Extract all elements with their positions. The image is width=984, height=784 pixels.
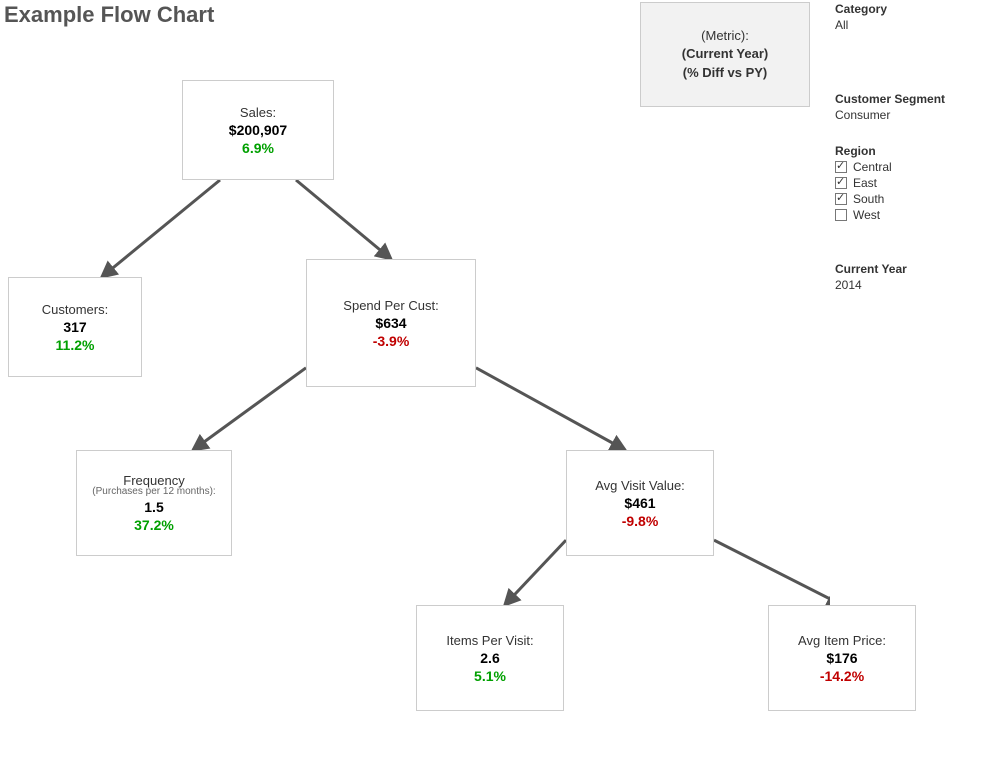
edge [296, 180, 391, 259]
filter-year[interactable]: Current Year 2014 [835, 262, 980, 292]
edge [193, 368, 306, 450]
checkbox-icon[interactable] [835, 193, 847, 205]
node-spend-label: Spend Per Cust: [343, 298, 438, 313]
checkbox-icon[interactable] [835, 161, 847, 173]
node-ipv-value: 2.6 [480, 650, 499, 666]
region-option-west[interactable]: West [835, 208, 980, 222]
legend-line-diff: (% Diff vs PY) [683, 64, 768, 82]
legend-box: (Metric): (Current Year) (% Diff vs PY) [640, 2, 810, 107]
node-frequency-sub: (Purchases per 12 months): [92, 486, 215, 497]
node-avv-diff: -9.8% [622, 513, 659, 529]
region-option-central[interactable]: Central [835, 160, 980, 174]
region-option-label: East [853, 176, 877, 190]
node-sales[interactable]: Sales: $200,907 6.9% [182, 80, 334, 180]
filter-segment[interactable]: Customer Segment Consumer [835, 92, 980, 122]
region-option-label: West [853, 208, 880, 222]
node-sales-diff: 6.9% [242, 140, 274, 156]
node-spend-diff: -3.9% [373, 333, 410, 349]
node-customers-label: Customers: [42, 302, 108, 317]
region-option-label: Central [853, 160, 892, 174]
region-option-east[interactable]: East [835, 176, 980, 190]
filter-year-value: 2014 [835, 278, 980, 292]
edges-layer [0, 0, 830, 784]
filter-region-label: Region [835, 144, 980, 158]
node-customers-diff: 11.2% [56, 337, 95, 353]
node-items-per-visit[interactable]: Items Per Visit: 2.6 5.1% [416, 605, 564, 711]
node-sales-value: $200,907 [229, 122, 287, 138]
node-customers[interactable]: Customers: 317 11.2% [8, 277, 142, 377]
node-avv-label: Avg Visit Value: [595, 478, 685, 493]
edge [505, 540, 566, 605]
region-option-label: South [853, 192, 884, 206]
edge [714, 540, 830, 605]
node-ipv-diff: 5.1% [474, 668, 506, 684]
filters-panel: Category All Customer Segment Consumer R… [835, 0, 980, 314]
region-option-south[interactable]: South [835, 192, 980, 206]
filter-category[interactable]: Category All [835, 2, 980, 32]
flowchart-canvas: (Metric): (Current Year) (% Diff vs PY) … [0, 0, 830, 784]
node-avg-item-price[interactable]: Avg Item Price: $176 -14.2% [768, 605, 916, 711]
node-sales-label: Sales: [240, 105, 276, 120]
node-customers-value: 317 [63, 319, 86, 335]
node-aip-label: Avg Item Price: [798, 633, 886, 648]
filter-region: Region Central East South West [835, 144, 980, 222]
node-spend-value: $634 [375, 315, 406, 331]
node-avg-visit-value[interactable]: Avg Visit Value: $461 -9.8% [566, 450, 714, 556]
node-spend-per-cust[interactable]: Spend Per Cust: $634 -3.9% [306, 259, 476, 387]
node-avv-value: $461 [624, 495, 655, 511]
filter-category-value: All [835, 18, 980, 32]
filter-segment-label: Customer Segment [835, 92, 980, 106]
edge [102, 180, 220, 277]
filter-segment-value: Consumer [835, 108, 980, 122]
filter-category-label: Category [835, 2, 980, 16]
checkbox-icon[interactable] [835, 177, 847, 189]
legend-line-current: (Current Year) [682, 45, 768, 63]
checkbox-icon[interactable] [835, 209, 847, 221]
node-frequency[interactable]: Frequency (Purchases per 12 months): 1.5… [76, 450, 232, 556]
node-frequency-value: 1.5 [144, 499, 163, 515]
legend-line-metric: (Metric): [701, 27, 749, 45]
node-aip-diff: -14.2% [820, 668, 864, 684]
filter-year-label: Current Year [835, 262, 980, 276]
node-ipv-label: Items Per Visit: [446, 633, 533, 648]
edge [476, 368, 625, 450]
node-aip-value: $176 [826, 650, 857, 666]
node-frequency-diff: 37.2% [134, 517, 174, 533]
